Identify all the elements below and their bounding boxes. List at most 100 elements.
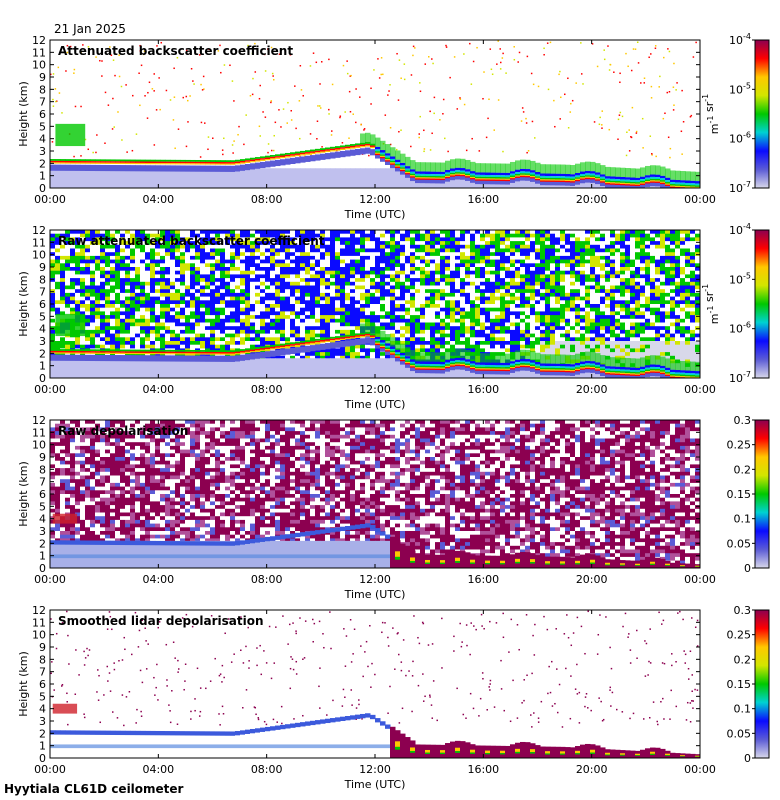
plot-area-2 [50, 230, 700, 378]
y-tick-label: 11 [32, 616, 46, 629]
colorbar-tick-label: 0.15 [727, 488, 752, 501]
y-tick-label: 12 [32, 224, 46, 237]
x-tick-label: 16:00 [467, 763, 499, 776]
y-tick-label: 11 [32, 426, 46, 439]
y-tick-label: 3 [39, 145, 46, 158]
y-tick-label: 12 [32, 34, 46, 47]
x-axis-label: Time (UTC) [344, 208, 406, 221]
colorbar-tick-label: 0.25 [727, 439, 752, 452]
colorbar-unit-label: m-1 sr-1 [701, 94, 721, 134]
y-tick-label: 9 [39, 261, 46, 274]
colorbar-tick-label: 0 [744, 562, 751, 575]
x-tick-label: 20:00 [576, 383, 608, 396]
y-tick-label: 10 [32, 629, 46, 642]
y-tick-label: 8 [39, 463, 46, 476]
x-tick-label: 08:00 [251, 193, 283, 206]
y-tick-label: 5 [39, 120, 46, 133]
colorbar [754, 39, 770, 189]
x-tick-label: 20:00 [576, 193, 608, 206]
x-tick-label: 00:00 [34, 193, 66, 206]
colorbar-unit-label: m-1 sr-1 [701, 284, 721, 324]
colorbar-tick-label: 10-6 [729, 321, 751, 336]
y-tick-label: 0 [39, 752, 46, 765]
colorbar-tick-label: 10-4 [729, 32, 751, 47]
panel-title: Attenuated backscatter coefficient [58, 44, 293, 58]
y-tick-label: 2 [39, 537, 46, 550]
colorbar-tick-label: 10-7 [729, 370, 751, 385]
x-tick-label: 12:00 [359, 383, 391, 396]
x-axis-label: Time (UTC) [344, 778, 406, 791]
colorbar-tick-label: 0.25 [727, 629, 752, 642]
y-tick-label: 9 [39, 71, 46, 84]
y-tick-label: 10 [32, 439, 46, 452]
panel-title: Raw depolarisation [58, 424, 188, 438]
y-tick-label: 9 [39, 641, 46, 654]
x-tick-label: 16:00 [467, 383, 499, 396]
x-tick-label: 16:00 [467, 573, 499, 586]
y-tick-label: 0 [39, 372, 46, 385]
y-tick-label: 6 [39, 678, 46, 691]
x-tick-label: 12:00 [359, 763, 391, 776]
y-tick-label: 1 [39, 740, 46, 753]
x-tick-label: 20:00 [576, 573, 608, 586]
plot-area-1 [50, 40, 700, 188]
y-tick-label: 9 [39, 451, 46, 464]
x-tick-label: 08:00 [251, 763, 283, 776]
x-tick-label: 12:00 [359, 573, 391, 586]
y-tick-label: 1 [39, 170, 46, 183]
x-tick-label: 00:00 [34, 383, 66, 396]
x-tick-label: 16:00 [467, 193, 499, 206]
y-tick-label: 5 [39, 500, 46, 513]
x-tick-label: 08:00 [251, 573, 283, 586]
y-tick-label: 4 [39, 513, 46, 526]
x-tick-label: 20:00 [576, 763, 608, 776]
y-tick-label: 6 [39, 298, 46, 311]
y-tick-label: 5 [39, 310, 46, 323]
plot-area-4 [50, 610, 700, 758]
y-tick-label: 7 [39, 286, 46, 299]
y-tick-label: 6 [39, 488, 46, 501]
y-tick-label: 2 [39, 347, 46, 360]
y-tick-label: 7 [39, 666, 46, 679]
x-tick-label: 04:00 [142, 383, 174, 396]
y-tick-label: 8 [39, 273, 46, 286]
colorbar-tick-label: 10-5 [729, 271, 751, 286]
y-tick-label: 3 [39, 525, 46, 538]
y-tick-label: 7 [39, 96, 46, 109]
y-tick-label: 0 [39, 562, 46, 575]
colorbar-tick-label: 10-5 [729, 81, 751, 96]
y-tick-label: 10 [32, 59, 46, 72]
y-tick-label: 4 [39, 323, 46, 336]
y-tick-label: 7 [39, 476, 46, 489]
colorbar [754, 419, 770, 569]
y-tick-label: 2 [39, 157, 46, 170]
y-tick-label: 4 [39, 703, 46, 716]
y-tick-label: 11 [32, 46, 46, 59]
y-tick-label: 12 [32, 414, 46, 427]
date-label: 21 Jan 2025 [54, 22, 126, 36]
colorbar-tick-label: 0.1 [734, 703, 752, 716]
x-tick-label: 04:00 [142, 763, 174, 776]
colorbar-tick-label: 0.2 [734, 463, 752, 476]
y-axis-label: Height (km) [17, 461, 30, 527]
x-axis-label: Time (UTC) [344, 398, 406, 411]
y-tick-label: 1 [39, 550, 46, 563]
y-tick-label: 6 [39, 108, 46, 121]
x-tick-label: 00:00 [684, 573, 716, 586]
y-tick-label: 1 [39, 360, 46, 373]
y-tick-label: 4 [39, 133, 46, 146]
x-tick-label: 04:00 [142, 573, 174, 586]
x-tick-label: 04:00 [142, 193, 174, 206]
colorbar-tick-label: 0.05 [727, 537, 752, 550]
y-tick-label: 5 [39, 690, 46, 703]
colorbar-tick-label: 0.2 [734, 653, 752, 666]
y-tick-label: 8 [39, 83, 46, 96]
colorbar-tick-label: 10-7 [729, 180, 751, 195]
colorbar-tick-label: 10-6 [729, 131, 751, 146]
colorbar-tick-label: 0 [744, 752, 751, 765]
